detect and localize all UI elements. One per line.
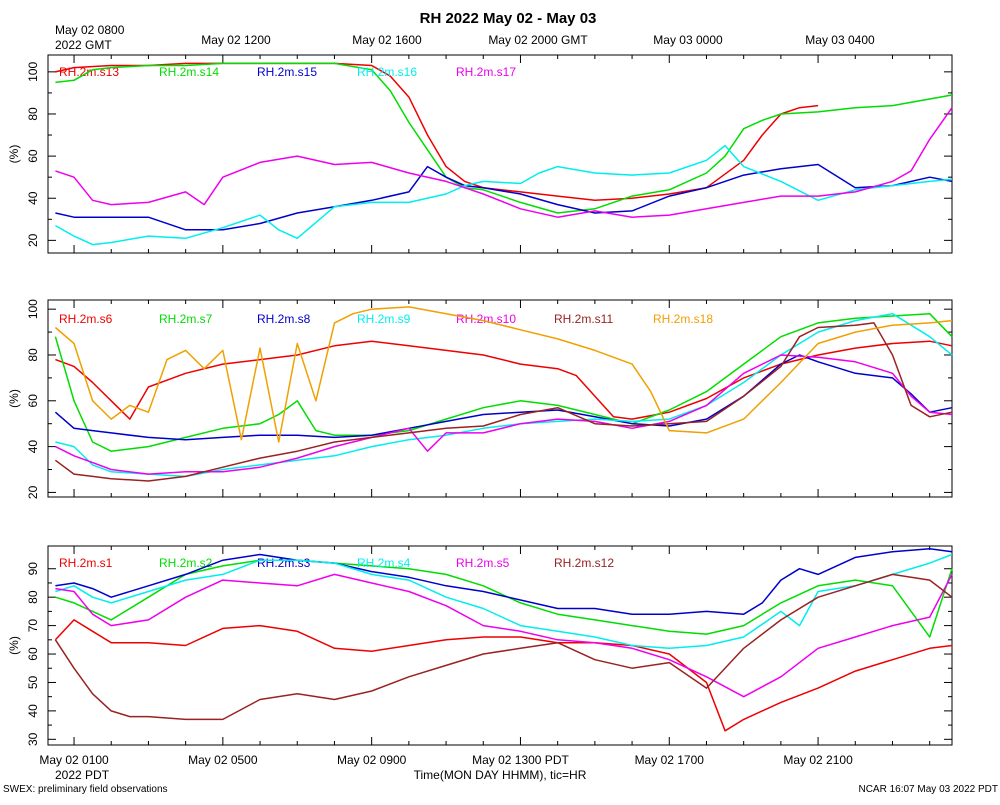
chart-title: RH 2022 May 02 - May 03 [420,10,597,27]
pdt-tick-label: May 02 1700 [635,753,705,767]
y-axis-label: (%) [7,636,21,655]
gmt-axis-labels: May 02 1200 May 02 1600 May 02 2000 GMT May… [201,33,875,47]
legend-RH.2m.s6: RH.2m.s6 [59,312,113,326]
y-tick-label: 50 [26,675,40,689]
y-tick-label: 60 [26,647,40,661]
gmt-tick-label: May 02 2000 GMT [488,33,588,47]
legend-RH.2m.s7: RH.2m.s7 [159,312,213,326]
y-tick-label: 80 [26,107,40,121]
pdt-tick-label: May 02 2100 [783,753,853,767]
legend-RH.2m.s8: RH.2m.s8 [257,312,311,326]
series-line-RH.2m.s17 [55,107,953,218]
y-axis-label: (%) [7,145,21,164]
legend-RH.2m.s14: RH.2m.s14 [159,65,219,79]
gmt-start-label-line1: May 02 0800 [55,23,125,37]
legend-RH.2m.s9: RH.2m.s9 [357,312,411,326]
series-line-RH.2m.s11 [54,322,953,482]
y-tick-label: 40 [26,191,40,205]
series-line-RH.2m.s6 [55,340,953,420]
panel-frame [47,54,953,254]
pdt-tick-label: May 02 0100 [39,753,109,767]
legend-RH.2m.s18: RH.2m.s18 [653,312,713,326]
series-line-RH.2m.s5 [55,573,953,698]
panel-2: 20 40 60 80 100 (%) RH.2m.s6 RH.2m.s7 RH.2m.s8 RH… [7,299,953,499]
legend-RH.2m.s17: RH.2m.s17 [456,65,516,79]
y-tick-label: 60 [26,149,40,163]
y-axis-label: (%) [7,389,21,408]
y-tick-label: 100 [26,62,40,82]
series-line-RH.2m.s13 [55,62,819,202]
footer-left: SWEX: preliminary field observations [3,784,168,795]
pdt-tick-label: May 02 0500 [188,753,258,767]
legend-RH.2m.s2: RH.2m.s2 [159,556,213,570]
series-line-RH.2m.s2 [55,559,953,638]
x-axis-title: Time(MON DAY HHMM), tic=HR [414,768,587,782]
series-line-RH.2m.s9 [55,312,953,478]
legend-RH.2m.s3: RH.2m.s3 [257,556,311,570]
legend-RH.2m.s12: RH.2m.s12 [554,556,614,570]
series-line-RH.2m.s7 [54,312,953,452]
series-line-RH.2m.s4 [55,553,953,650]
legend-RH.2m.s11: RH.2m.s11 [554,312,613,326]
legend-RH.2m.s10: RH.2m.s10 [456,312,516,326]
y-tick-label: 20 [26,233,40,247]
legend-RH.2m.s5: RH.2m.s5 [456,556,510,570]
gmt-tick-label: May 02 1600 [352,33,422,47]
y-tick-label: 80 [26,348,40,362]
y-tick-label: 30 [26,732,40,746]
legend-RH.2m.s4: RH.2m.s4 [357,556,411,570]
panel-frame [47,299,953,498]
gmt-tick-label: May 03 0400 [805,33,875,47]
legend-RH.2m.s15: RH.2m.s15 [257,65,317,79]
pdt-axis-labels: May 02 0100 May 02 0500 May 02 0900 May 02 … [39,753,853,767]
panel-3: 30 40 50 60 70 80 90 (%) RH.2m.s1 RH.2m.s2 RH.2m.s… [7,545,953,746]
y-tick-label: 80 [26,590,40,604]
gmt-start-label-line2: 2022 GMT [55,38,112,52]
y-tick-label: 60 [26,394,40,408]
gmt-tick-label: May 02 1200 [201,33,271,47]
y-tick-label: 40 [26,704,40,718]
series-line-RH.2m.s1 [54,619,953,732]
y-tick-label: 40 [26,440,40,454]
pdt-year-label: 2022 PDT [55,768,110,782]
pdt-tick-label: May 02 1300 PDT [472,753,569,767]
series-line-RH.2m.s3 [55,548,953,615]
series-line-RH.2m.s15 [55,163,953,231]
legend-RH.2m.s1: RH.2m.s1 [59,556,113,570]
series-line-RH.2m.s12 [54,573,953,721]
y-tick-label: 90 [26,562,40,576]
y-tick-label: 100 [26,299,40,319]
series-line-RH.2m.s16 [55,144,953,246]
legend-RH.2m.s16: RH.2m.s16 [357,65,417,79]
gmt-tick-label: May 03 0000 [653,33,723,47]
footer-right: NCAR 16:07 May 03 2022 PDT [858,784,998,795]
y-tick-label: 70 [26,619,40,633]
series-line-RH.2m.s8 [54,354,953,441]
series-line-RH.2m.s10 [55,354,953,475]
pdt-tick-label: May 02 0900 [337,753,407,767]
y-tick-label: 20 [26,485,40,499]
series-line-RH.2m.s18 [54,306,953,443]
